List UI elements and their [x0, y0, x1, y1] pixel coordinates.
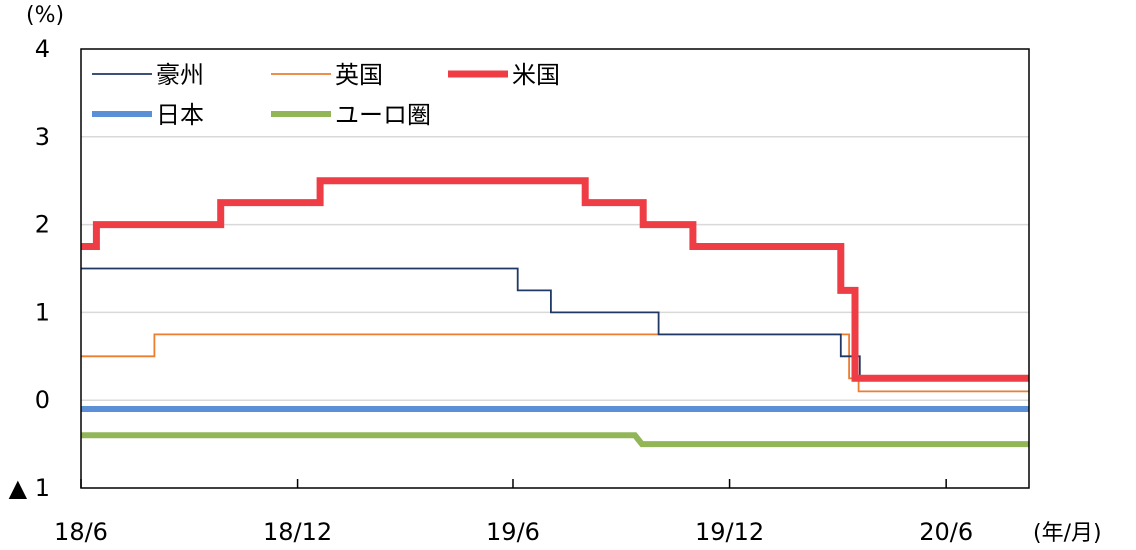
series-layer	[81, 177, 1029, 448]
legend-label: ユーロ圏	[335, 101, 431, 129]
plot-frame	[80, 48, 1030, 489]
label-layer: 4 3 2 1 0 ▲ 118/6 18/12 19/6 19/12 20/6	[9, 35, 973, 546]
series-line-英国	[81, 333, 1029, 393]
legend-label: 英国	[335, 61, 383, 89]
y-tick-label: ▲ 1	[9, 474, 50, 502]
y-tick-label: 2	[35, 211, 50, 239]
x-axis-unit-label: (年/月)	[1033, 521, 1102, 546]
y-tick-label: 1	[35, 298, 50, 326]
legend-label: 米国	[512, 61, 560, 89]
x-tick-label: 18/12	[263, 518, 332, 546]
x-tick-label: 19/12	[695, 518, 764, 546]
tick-layer	[80, 479, 947, 488]
x-tick-label: 18/6	[54, 518, 108, 546]
y-tick-label: 3	[35, 123, 50, 151]
series-line-ユーロ圏	[81, 432, 1029, 448]
legend-label: 豪州	[156, 61, 204, 89]
series-line-豪州	[81, 267, 1029, 380]
y-tick-label: 0	[35, 386, 50, 414]
y-tick-label: 4	[35, 35, 50, 63]
x-tick-label: 19/6	[486, 518, 540, 546]
y-axis-unit-label: (%)	[26, 3, 64, 28]
legend-label: 日本	[156, 101, 204, 129]
series-line-米国	[81, 177, 1029, 382]
x-tick-label: 20/6	[919, 518, 973, 546]
